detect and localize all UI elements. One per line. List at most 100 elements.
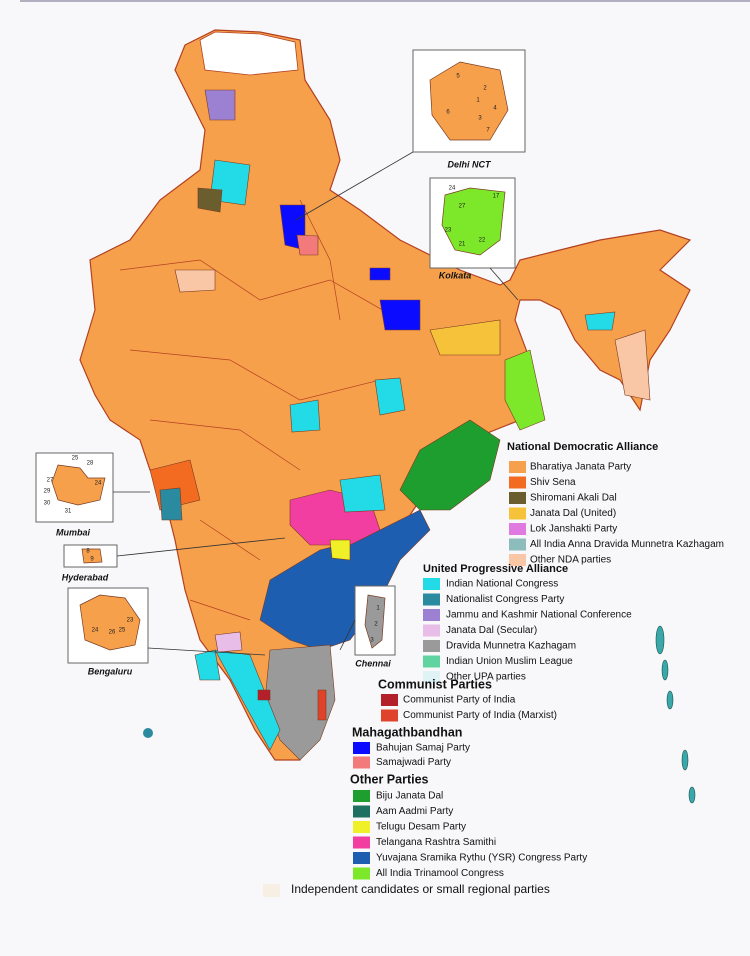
- party-region: [296, 234, 319, 256]
- inset-map: [429, 61, 509, 141]
- andaman-island: [666, 690, 674, 710]
- constituency-number: 24: [95, 481, 102, 487]
- party-region: [214, 649, 281, 751]
- legend-label: Bharatiya Janata Party: [530, 462, 631, 473]
- inset-leader: [116, 537, 286, 557]
- party-region: [317, 689, 327, 721]
- constituency-number: 9: [90, 557, 94, 563]
- party-region: [339, 474, 386, 513]
- legend-swatch: [509, 492, 526, 504]
- legend-label: Other UPA parties: [446, 672, 526, 683]
- legend-group-title: Other Parties: [350, 772, 429, 786]
- legend-label: Yuvajana Sramika Rythu (YSR) Congress Pa…: [376, 853, 587, 864]
- legend-group-title: United Progressive Alliance: [423, 563, 568, 575]
- legend-label: Janata Dal (United): [530, 508, 616, 519]
- legend-label: All India Anna Dravida Munnetra Kazhagam: [530, 539, 724, 550]
- legend-swatch: [423, 655, 440, 668]
- legend-swatch: [353, 867, 370, 880]
- inset-label: Chennai: [355, 658, 391, 668]
- legend-swatch: [423, 671, 440, 683]
- constituency-number: 25: [119, 628, 126, 634]
- inset-map: [364, 594, 386, 649]
- legend-label: Biju Janata Dal: [376, 791, 443, 802]
- legend-swatch: [509, 461, 526, 473]
- legend-swatch: [263, 884, 280, 897]
- legend-swatch: [509, 476, 526, 489]
- legend-label: Indian National Congress: [446, 579, 558, 590]
- constituency-number: 27: [459, 204, 466, 210]
- legend-swatch: [353, 836, 370, 849]
- constituency-number: 28: [87, 461, 94, 467]
- legend-label: Shiv Sena: [530, 477, 576, 488]
- party-region: [369, 267, 391, 281]
- legend-label: Lok Janshakti Party: [530, 524, 617, 535]
- constituency-number: 4: [493, 106, 497, 112]
- constituency-number: 1: [376, 606, 380, 612]
- constituency-number: 24: [92, 628, 99, 634]
- legend-label: Dravida Munnetra Kazhagam: [446, 641, 576, 652]
- inset-label: Hyderabad: [62, 572, 109, 582]
- legend-label: Telangana Rashtra Samithi: [376, 837, 496, 848]
- legend-label: Samajwadi Party: [376, 757, 451, 768]
- legend-swatch: [381, 709, 398, 722]
- legend-label: Communist Party of India: [403, 695, 516, 706]
- legend-label: All India Trinamool Congress: [376, 868, 504, 879]
- constituency-number: 2: [374, 622, 378, 628]
- india-map: [79, 29, 696, 804]
- legend-swatch: [353, 756, 370, 769]
- legend-swatch: [423, 624, 440, 637]
- constituency-number: 2: [483, 86, 487, 92]
- constituency-number: 29: [44, 489, 51, 495]
- constituency-number: 17: [493, 194, 500, 200]
- party-region: [504, 349, 546, 431]
- legend-label: Independent candidates or small regional…: [291, 882, 550, 896]
- party-region: [214, 631, 243, 653]
- legend-swatch: [381, 694, 398, 706]
- constituency-number: 27: [47, 478, 54, 484]
- legend-label: Janata Dal (Secular): [446, 625, 537, 636]
- constituency-number: 26: [109, 630, 116, 636]
- constituency-number: 23: [127, 618, 134, 624]
- inset-label: Kolkata: [439, 270, 472, 280]
- inset-leader: [295, 151, 414, 221]
- constituency-number: 30: [44, 501, 51, 507]
- legend-swatch: [423, 578, 440, 590]
- andaman-island: [681, 749, 689, 771]
- kashmir-unassigned: [199, 31, 299, 76]
- legend-group-title: National Democratic Alliance: [507, 441, 658, 453]
- party-region: [159, 487, 183, 521]
- party-region: [257, 689, 271, 701]
- legend-label: Other NDA parties: [530, 555, 611, 566]
- constituency-number: 3: [370, 638, 374, 644]
- party-region: [197, 187, 223, 213]
- lakshadweep: [143, 728, 153, 738]
- legend-label: Telugu Desam Party: [376, 822, 466, 833]
- legend-swatch: [423, 609, 440, 621]
- party-region: [429, 319, 501, 356]
- legend-group-title: Communist Parties: [378, 677, 492, 691]
- legend-swatch: [509, 523, 526, 535]
- constituency-number: 3: [478, 116, 482, 122]
- party-region: [204, 89, 236, 121]
- constituency-number: 23: [445, 228, 452, 234]
- party-region: [174, 269, 216, 293]
- legend-label: Shiromani Akali Dal: [530, 493, 617, 504]
- constituency-number: 22: [479, 238, 486, 244]
- constituency-number: 31: [65, 509, 72, 515]
- legend-label: Bahujan Samaj Party: [376, 743, 470, 754]
- constituency-number: 8: [86, 549, 90, 555]
- constituency-number: 6: [446, 110, 450, 116]
- party-region: [614, 329, 651, 401]
- constituency-number: 24: [449, 186, 456, 192]
- legend-label: Indian Union Muslim League: [446, 656, 573, 667]
- andaman-island: [661, 659, 669, 681]
- legend-label: Jammu and Kashmir National Conference: [446, 610, 632, 621]
- constituency-number: 5: [456, 74, 460, 80]
- party-region: [374, 377, 406, 416]
- constituency-number: 7: [486, 128, 490, 134]
- party-region: [289, 399, 321, 433]
- inset-leader: [489, 267, 519, 301]
- legend-label: Communist Party of India (Marxist): [403, 710, 557, 721]
- legend-swatch: [353, 821, 370, 833]
